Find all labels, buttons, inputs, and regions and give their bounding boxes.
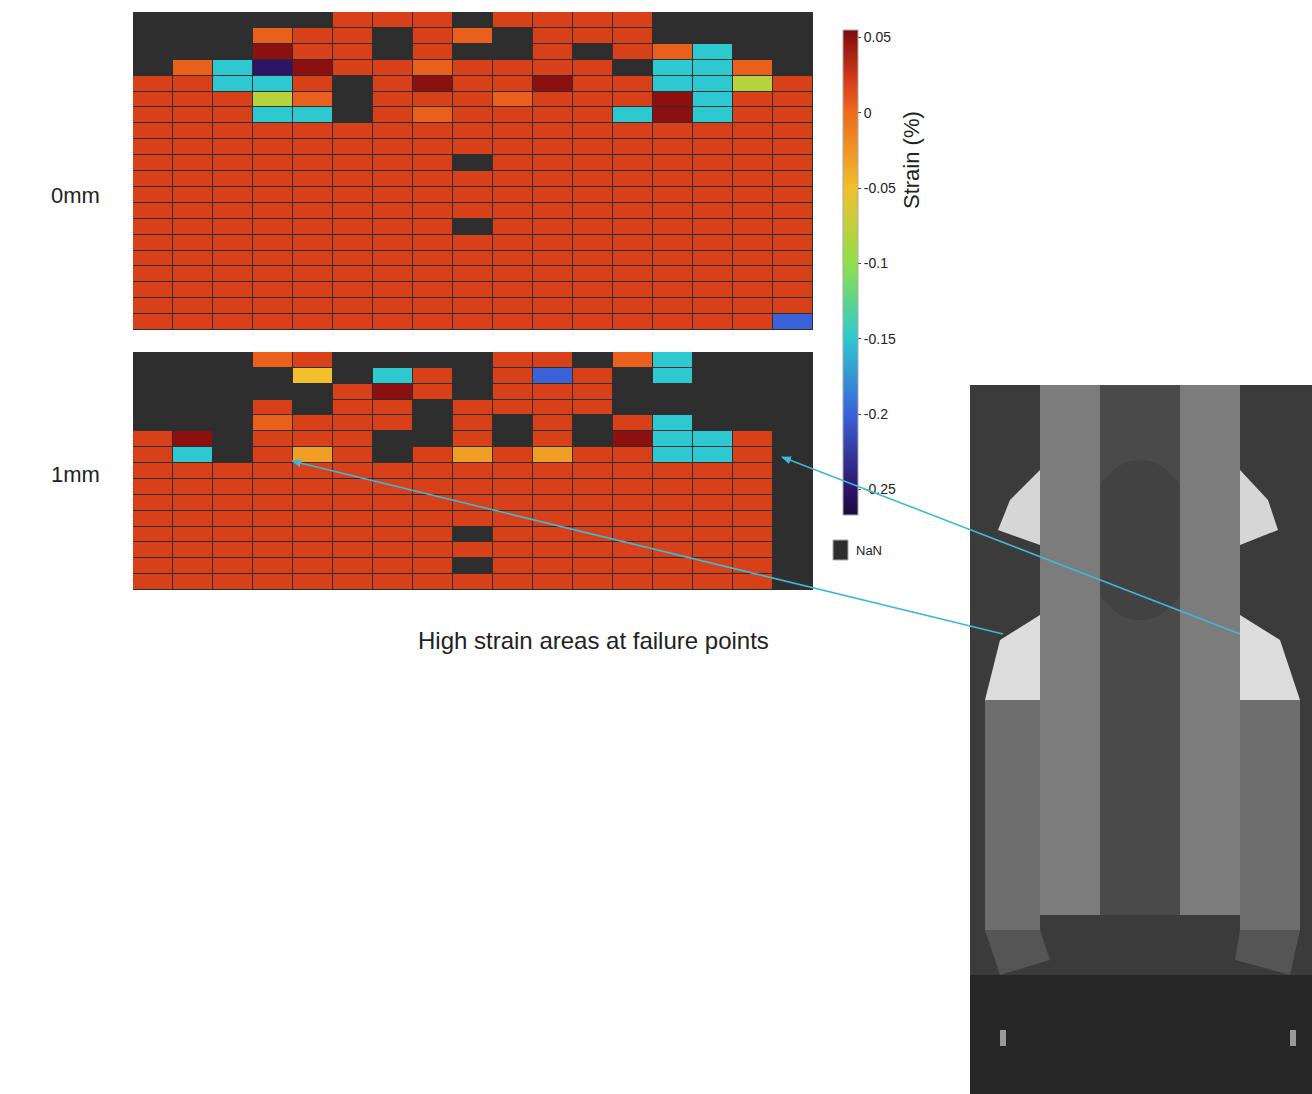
svg-text:-0.2: -0.2 (864, 406, 888, 422)
svg-text:NaN: NaN (856, 543, 882, 558)
svg-text:0: 0 (864, 105, 872, 121)
svg-text:Strain (%): Strain (%) (899, 111, 924, 209)
svg-text:0.05: 0.05 (864, 29, 891, 45)
svg-text:0mm: 0mm (51, 183, 100, 208)
svg-text:1mm: 1mm (51, 462, 100, 487)
svg-text:-0.15: -0.15 (864, 331, 896, 347)
svg-text:High strain areas at failure p: High strain areas at failure points (418, 627, 769, 654)
svg-text:-0.05: -0.05 (864, 180, 896, 196)
svg-text:-0.1: -0.1 (864, 255, 888, 271)
svg-text:-0.25: -0.25 (864, 481, 896, 497)
